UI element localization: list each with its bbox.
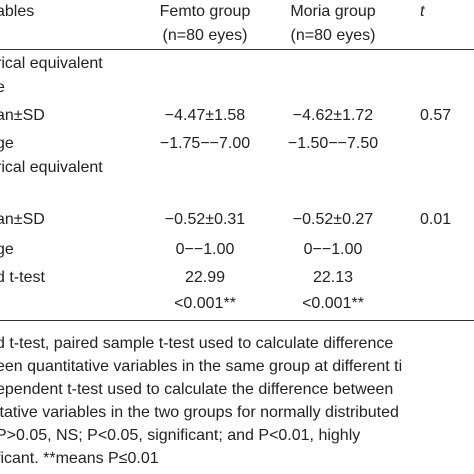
row-label: ge [0,135,14,152]
row-label: an±SD [0,107,45,124]
table-cell: 22.13 [312,269,354,286]
header-cell: t [420,3,425,20]
footnote-line: itative variables in the two groups for … [0,404,399,421]
table-cell: 22.99 [184,269,226,286]
bottom-rule [0,320,474,321]
header-cell: (n=80 eyes) [290,27,376,44]
table-cell: −0.52±0.31 [164,211,246,228]
row-label: ge [0,241,14,258]
footnote-line: P>0.05, NS; P<0.05, significant; and P<0… [0,427,361,444]
table-cell: 0.57 [420,107,452,124]
table-cell: −1.75−−7.00 [159,135,251,152]
header-cell: Femto group [159,3,251,20]
footnote-line: een quantitative variables in the same g… [0,358,403,375]
footnote-line: d t-test, paired sample t-test used to c… [0,335,394,352]
header-cell: (n=80 eyes) [162,27,248,44]
table-cell: <0.001** [302,295,364,312]
header-rule [0,49,474,50]
table-cell: −4.62±1.72 [292,107,374,124]
table-cell: 0−−1.00 [175,241,235,258]
table-cell: −0.52±0.27 [292,211,374,228]
row-label: rical equivalent [0,159,103,176]
table-cell: −4.47±1.58 [164,107,246,124]
footnote-line: ficant. **means P≤0.01 [0,450,159,467]
table-cell: <0.001** [174,295,236,312]
row-label: e [0,79,5,96]
row-label: an±SD [0,211,45,228]
header-cell: Moria group [290,3,376,20]
header-cell: ables [0,3,35,20]
row-label: d t-test [0,269,45,286]
table-cell: 0−−1.00 [303,241,363,258]
table-cell: 0.01 [420,211,452,228]
table-cell: −1.50−−7.50 [287,135,379,152]
footnote-line: ependent t-test used to calculate the di… [0,381,394,398]
row-label: rical equivalent [0,55,103,72]
